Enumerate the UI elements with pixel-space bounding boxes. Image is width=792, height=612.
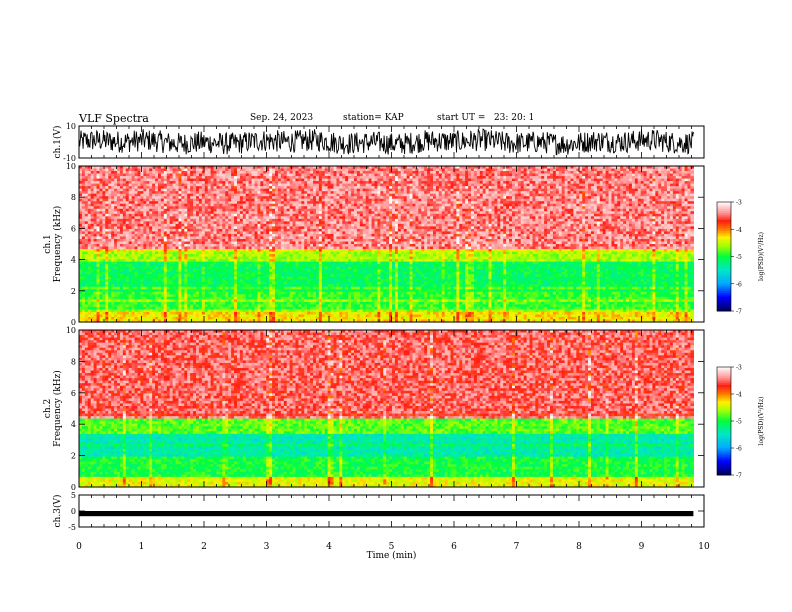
ch1-waveform-line	[79, 129, 693, 155]
ch1-spectrogram	[79, 166, 694, 323]
y-tick-label: 10	[66, 122, 76, 131]
ch1-ylabel: ch.1(V)	[52, 126, 63, 159]
